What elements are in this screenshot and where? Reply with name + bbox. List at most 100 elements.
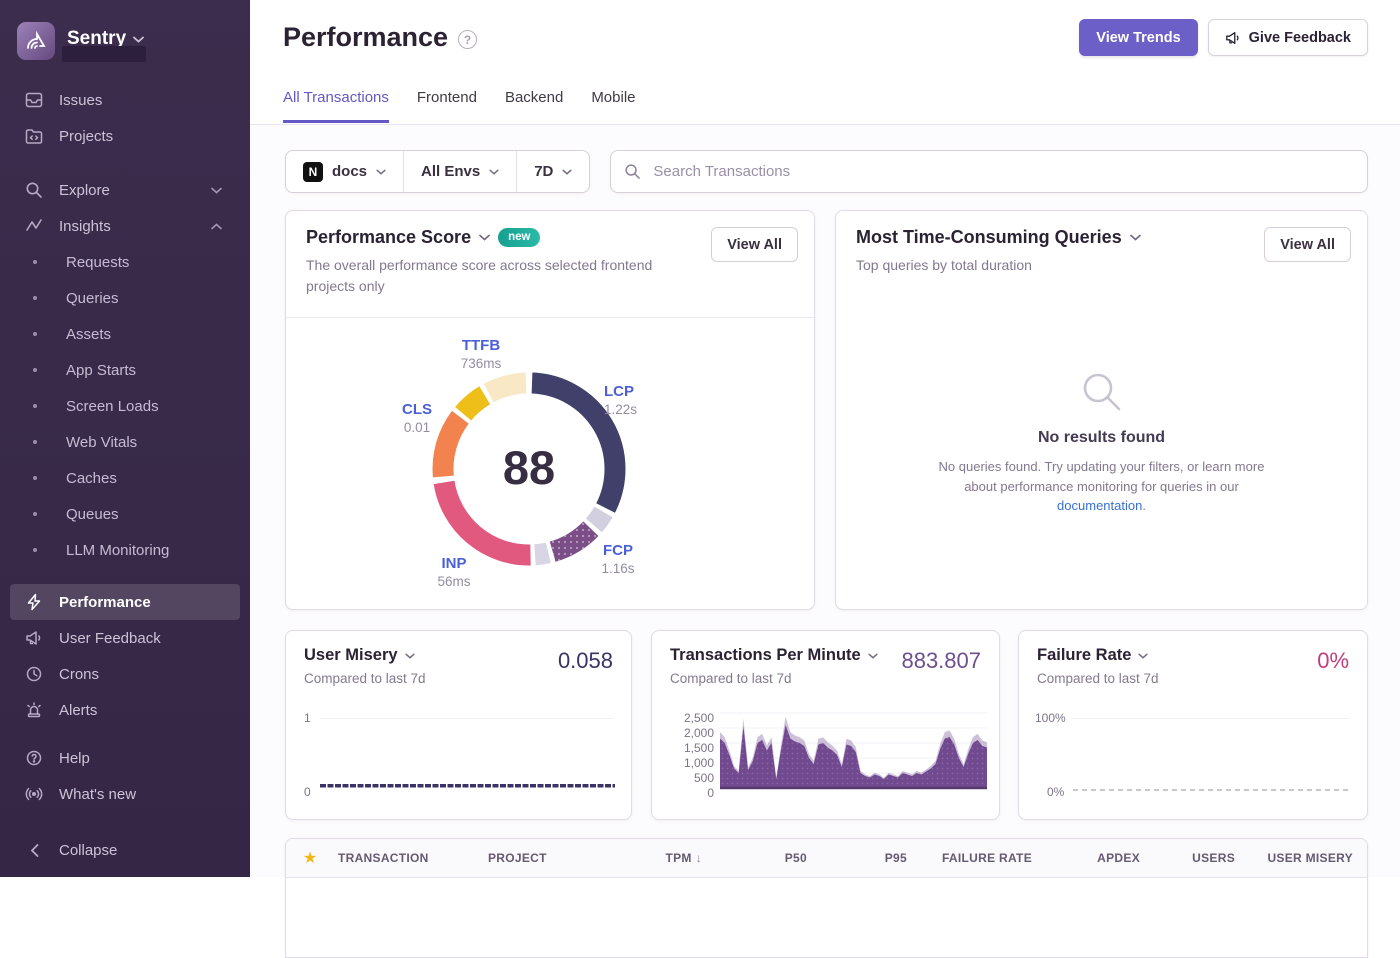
sidebar-item-performance[interactable]: Performance <box>10 584 240 620</box>
transaction-tabs: All Transactions Frontend Backend Mobile <box>283 89 636 123</box>
user-misery-chart[interactable] <box>320 716 615 796</box>
column-header-apdex[interactable]: APDEX <box>1097 851 1140 865</box>
main-content: Performance ? View Trends Give Feedback … <box>250 0 1400 958</box>
tab-all-transactions[interactable]: All Transactions <box>283 89 389 123</box>
sidebar-item-label: What's new <box>59 785 137 803</box>
failure-rate-title[interactable]: Failure Rate <box>1037 646 1149 665</box>
queries-title[interactable]: Most Time-Consuming Queries <box>856 227 1141 248</box>
ring-segment-fcp-unscored[interactable] <box>534 542 551 566</box>
ring-segment-lcp-unscored[interactable] <box>585 506 613 533</box>
sidebar-item-insights[interactable]: Insights <box>0 208 250 244</box>
sidebar-item-queries[interactable]: Queries <box>0 280 250 316</box>
column-header-tpm[interactable]: TPM ↓ <box>665 851 702 865</box>
sidebar-item-app-starts[interactable]: App Starts <box>0 352 250 388</box>
sidebar-item-web-vitals[interactable]: Web Vitals <box>0 424 250 460</box>
bullet-dot <box>33 476 37 480</box>
search-icon <box>624 163 641 180</box>
sidebar-item-assets[interactable]: Assets <box>0 316 250 352</box>
column-header-user-misery[interactable]: USER MISERY <box>1267 851 1353 865</box>
view-all-button[interactable]: View All <box>1264 227 1351 262</box>
column-header-project[interactable]: PROJECT <box>488 851 547 865</box>
brand-name: Sentry <box>67 28 127 49</box>
column-header-users[interactable]: USERS <box>1192 851 1235 865</box>
ring-segment-ttfb[interactable] <box>455 386 491 421</box>
y-axis-min: 0% <box>1047 785 1065 799</box>
sidebar-item-label: Queues <box>66 505 119 523</box>
column-header-transaction[interactable]: TRANSACTION <box>338 851 429 865</box>
view-all-button[interactable]: View All <box>711 227 798 262</box>
tpm-area-series <box>720 725 987 788</box>
sidebar-nav: Issues Projects Explore Insights <box>0 82 250 812</box>
user-misery-title[interactable]: User Misery <box>304 646 415 665</box>
column-header-p95[interactable]: P95 <box>884 851 907 865</box>
sidebar-item-caches[interactable]: Caches <box>0 460 250 496</box>
performance-score-description: The overall performance score across sel… <box>306 257 653 294</box>
tpm-title[interactable]: Transactions Per Minute <box>670 646 878 665</box>
sidebar-item-help[interactable]: Help <box>0 740 250 776</box>
sidebar-item-label: Crons <box>59 665 100 683</box>
sentry-logo-icon <box>17 22 55 60</box>
chevron-down-icon <box>404 653 415 659</box>
queries-subtitle: Top queries by total duration <box>856 257 1032 273</box>
documentation-link[interactable]: documentation <box>1057 498 1143 513</box>
column-header-p50[interactable]: P50 <box>784 851 807 865</box>
sidebar-item-user-feedback[interactable]: User Feedback <box>0 620 250 656</box>
sort-down-icon: ↓ <box>695 851 702 865</box>
y-tick-label: 1,000 <box>683 756 714 770</box>
environment-filter[interactable]: All Envs <box>403 151 516 192</box>
sidebar-item-label: Help <box>59 749 90 767</box>
ring-segment-ttfb-unscored[interactable] <box>483 372 527 403</box>
sidebar-item-crons[interactable]: Crons <box>0 656 250 692</box>
empty-state: No results found No queries found. Try u… <box>836 369 1367 516</box>
sidebar-item-label: Requests <box>66 253 130 271</box>
sidebar-item-projects[interactable]: Projects <box>0 118 250 154</box>
new-badge: new <box>498 228 541 247</box>
ring-segment-lcp[interactable] <box>531 372 626 513</box>
bullet-dot <box>33 332 37 336</box>
siren-icon <box>24 700 44 720</box>
transactions-table: ★ TRANSACTION PROJECT TPM ↓ P50 P95 FAILURE RA… <box>285 838 1368 958</box>
tab-mobile[interactable]: Mobile <box>591 89 636 106</box>
y-tick-label: 500 <box>693 771 714 785</box>
ring-segment-fcp[interactable] <box>549 521 599 562</box>
org-switcher[interactable]: Sentry <box>0 0 250 64</box>
sidebar-item-whats-new[interactable]: What's new <box>0 776 250 812</box>
performance-score-title[interactable]: Performance Score <box>306 227 490 248</box>
sidebar-item-requests[interactable]: Requests <box>0 244 250 280</box>
sidebar-item-screen-loads[interactable]: Screen Loads <box>0 388 250 424</box>
bullet-dot <box>33 548 37 552</box>
sidebar-item-llm-monitoring[interactable]: LLM Monitoring <box>0 532 250 568</box>
help-tooltip-icon[interactable]: ? <box>458 30 478 49</box>
failure-rate-chart[interactable] <box>1073 716 1351 796</box>
tpm-subtitle: Compared to last 7d <box>670 671 792 686</box>
web-vitals-ring-chart[interactable] <box>286 317 816 611</box>
sidebar-item-alerts[interactable]: Alerts <box>0 692 250 728</box>
sidebar-item-label: Alerts <box>59 701 98 719</box>
y-tick-label: 2,500 <box>683 711 714 725</box>
star-column-icon[interactable]: ★ <box>302 850 318 867</box>
sidebar-item-queues[interactable]: Queues <box>0 496 250 532</box>
explore-icon <box>24 180 44 200</box>
vital-fcp: FCP 1.16s <box>601 542 635 576</box>
chevron-down-icon <box>562 169 572 175</box>
tab-frontend[interactable]: Frontend <box>416 89 477 106</box>
ring-segment-cls[interactable] <box>432 410 469 478</box>
failure-rate-subtitle: Compared to last 7d <box>1037 671 1159 686</box>
sidebar-item-label: App Starts <box>66 361 137 379</box>
sidebar-collapse-button[interactable]: Collapse <box>0 832 250 868</box>
search-input[interactable] <box>610 150 1368 193</box>
sidebar-item-label: Projects <box>59 127 114 145</box>
bullet-dot <box>33 404 37 408</box>
ring-segment-inp[interactable] <box>433 480 531 566</box>
insights-icon <box>24 216 44 236</box>
view-trends-button[interactable]: View Trends <box>1079 19 1198 56</box>
sidebar-item-issues[interactable]: Issues <box>0 82 250 118</box>
sidebar-item-explore[interactable]: Explore <box>0 172 250 208</box>
tab-backend[interactable]: Backend <box>504 89 564 106</box>
project-filter[interactable]: N docs <box>286 151 403 192</box>
give-feedback-button[interactable]: Give Feedback <box>1207 19 1368 56</box>
date-range-filter[interactable]: 7D <box>516 151 589 192</box>
sidebar-item-label: LLM Monitoring <box>66 541 170 559</box>
tpm-chart[interactable] <box>720 711 987 791</box>
column-header-failure-rate[interactable]: FAILURE RATE <box>941 851 1032 865</box>
